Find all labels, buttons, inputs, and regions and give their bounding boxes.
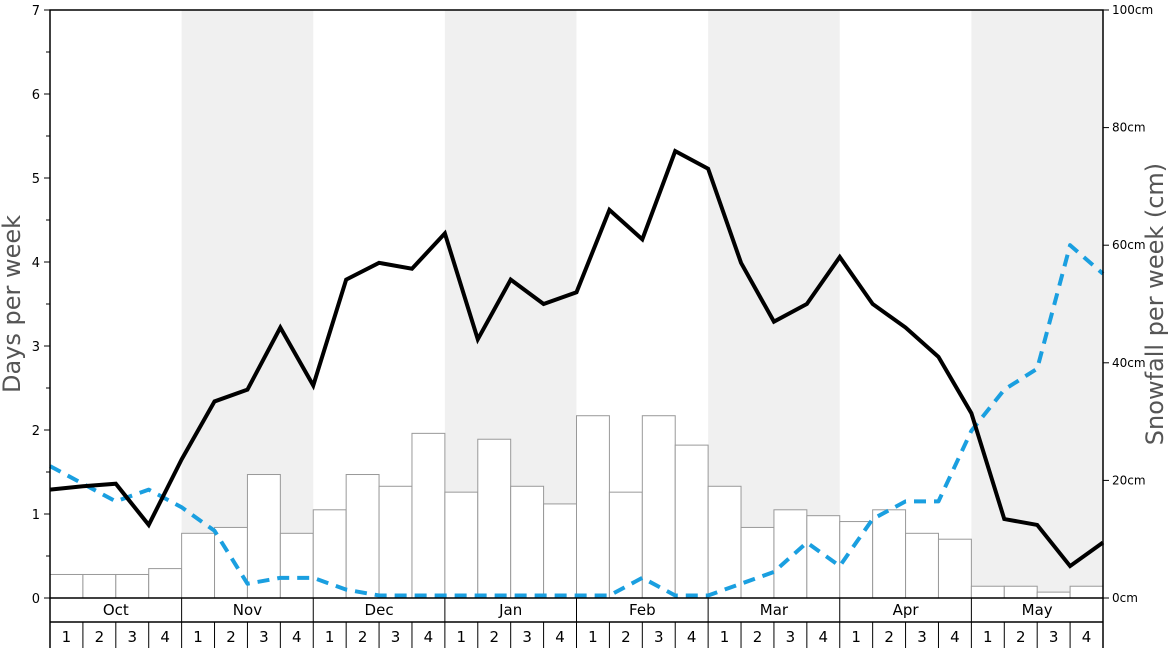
week-label: 3 [786, 628, 796, 646]
week-label: 4 [687, 628, 697, 646]
snowfall-bar [148, 568, 183, 599]
month-label: Nov [233, 601, 262, 619]
month-label: Dec [365, 601, 394, 619]
week-label: 4 [555, 628, 565, 646]
right-tick-label: 100cm [1112, 3, 1153, 17]
week-label: 1 [588, 628, 598, 646]
week-label: 2 [884, 628, 894, 646]
week-label: 1 [62, 628, 72, 646]
y-axis-label-left: Days per week [0, 215, 26, 393]
right-tick-label: 20cm [1112, 473, 1146, 487]
left-tick-label: 0 [32, 592, 40, 607]
month-label: Oct [103, 601, 129, 619]
week-label: 3 [917, 628, 927, 646]
snowfall-bar [641, 415, 676, 599]
week-label: 4 [424, 628, 434, 646]
snowfall-bar [82, 573, 117, 599]
week-label: 3 [259, 628, 269, 646]
days-series-line [49, 148, 1105, 569]
week-label: 1 [457, 628, 467, 646]
left-tick-label: 2 [32, 424, 40, 439]
week-row: 1 2 3 4 1 2 3 4 1 2 3 4 1 2 3 4 1 2 3 4 1 2 3 4 1 2 3 4 1 2 3 4 [62, 622, 1092, 648]
month-label: Apr [893, 601, 920, 619]
week-label: 2 [358, 628, 368, 646]
left-tick-label: 4 [32, 256, 40, 271]
month-label: Jan [498, 601, 522, 619]
snowfall-bar [246, 474, 281, 599]
snowfall-bar [674, 444, 709, 599]
week-label: 1 [983, 628, 993, 646]
snowfall-bar [543, 503, 577, 599]
snowfall-bar [740, 526, 775, 599]
snowfall-bar [411, 432, 446, 599]
snowfall-bar [181, 532, 216, 599]
right-tick-label: 80cm [1112, 121, 1146, 135]
left-tick-label: 1 [32, 508, 40, 523]
left-tick-label: 7 [32, 4, 40, 19]
week-label: 1 [325, 628, 335, 646]
month-bands [181, 10, 1103, 598]
week-label: 1 [193, 628, 203, 646]
y-axis-label-right: Snowfall per week (cm) [1141, 163, 1168, 445]
snowfall-bar [707, 485, 742, 599]
snowfall-bar [115, 573, 150, 599]
week-label: 2 [489, 628, 499, 646]
right-tick-label: 40cm [1112, 356, 1146, 370]
snowfall-bar [806, 515, 841, 599]
left-tick-label: 3 [32, 340, 40, 355]
right-tick-label: 0cm [1112, 591, 1138, 605]
snowfall-bar [49, 573, 84, 599]
week-label: 4 [1082, 628, 1092, 646]
week-label: 4 [160, 628, 170, 646]
snowfall-bar [312, 509, 347, 599]
week-label: 2 [226, 628, 236, 646]
snowfall-bar [1036, 591, 1071, 599]
snowfall-bar [214, 526, 248, 599]
month-label: Feb [629, 601, 656, 619]
snowfall-bar [510, 485, 545, 599]
snowfall-bar [444, 491, 479, 599]
dashed-series-line [49, 243, 1105, 598]
series-lines [49, 148, 1105, 598]
week-label: 3 [127, 628, 137, 646]
snowfall-bar [905, 532, 939, 599]
week-label: 2 [621, 628, 631, 646]
snowfall-bar [477, 438, 512, 599]
snowfall-bar [279, 532, 314, 599]
month-band [971, 10, 1103, 598]
week-label: 4 [819, 628, 829, 646]
week-label: 4 [950, 628, 960, 646]
month-label: May [1022, 601, 1053, 619]
snowfall-bar [773, 509, 808, 599]
week-label: 2 [1016, 628, 1026, 646]
snowfall-bar [1003, 585, 1038, 599]
snowfall-bars [49, 415, 1104, 599]
right-axis: 0cm 20cm 40cm 60cm 80cm 100cm [1103, 3, 1153, 605]
week-label: 4 [292, 628, 302, 646]
snowfall-bar [1069, 585, 1104, 599]
snowfall-bar [576, 415, 610, 599]
week-label: 3 [654, 628, 664, 646]
snowfall-bar [378, 485, 413, 599]
month-label: Mar [760, 601, 789, 619]
left-tick-label: 6 [32, 88, 40, 103]
left-tick-label: 5 [32, 172, 40, 187]
week-label: 1 [720, 628, 730, 646]
snowfall-bar [872, 509, 907, 599]
week-label: 3 [391, 628, 401, 646]
snowfall-bar [970, 585, 1005, 599]
week-label: 3 [522, 628, 532, 646]
snowfall-bar [937, 538, 972, 599]
right-tick-label: 60cm [1112, 238, 1146, 252]
week-label: 1 [851, 628, 861, 646]
week-label: 2 [95, 628, 105, 646]
snowfall-bar [345, 474, 380, 599]
week-label: 2 [753, 628, 763, 646]
left-axis: 0 1 2 3 4 5 6 7 [32, 4, 50, 607]
week-label: 3 [1049, 628, 1059, 646]
